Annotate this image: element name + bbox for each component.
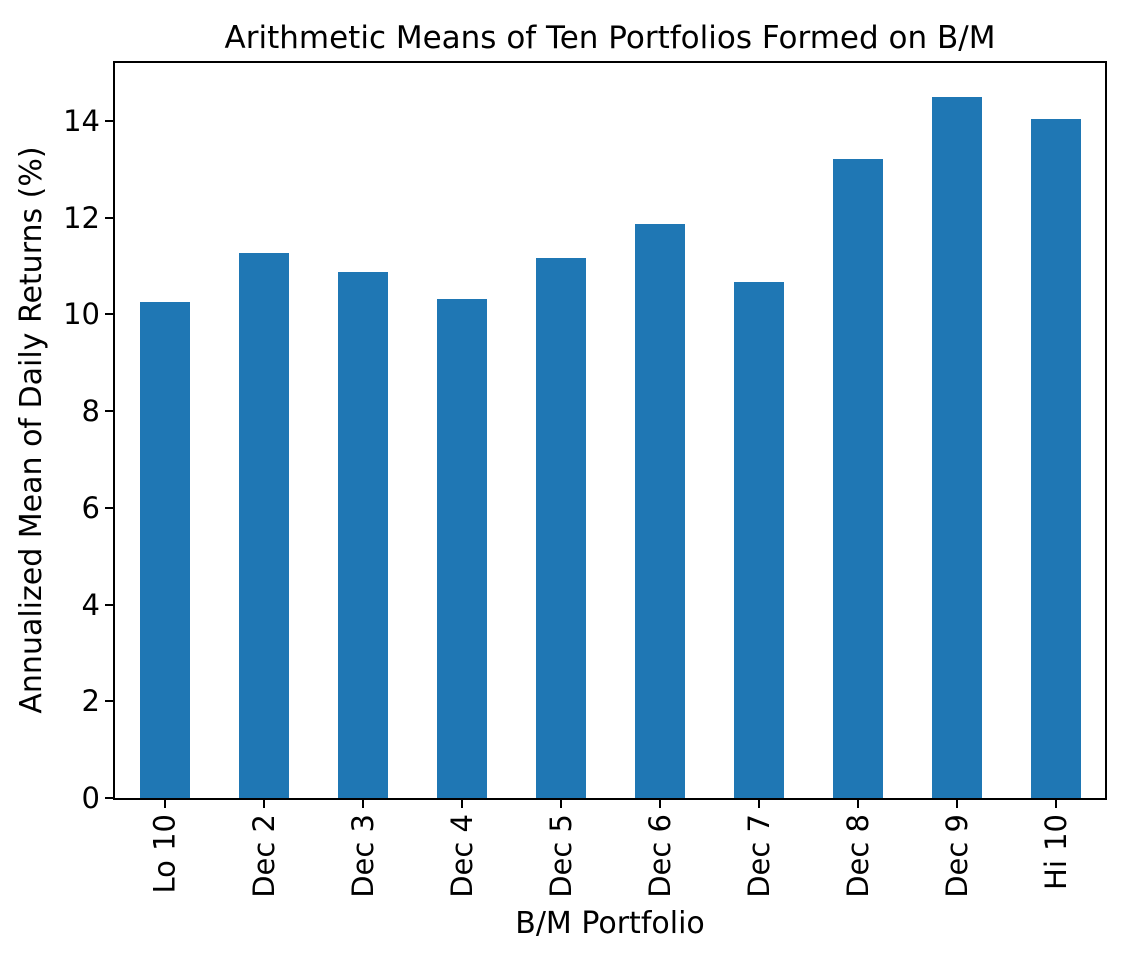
y-tick-label: 12 [63,200,100,235]
y-tick-label: 6 [81,490,100,525]
x-tick-mark [955,800,958,808]
x-tick-mark [658,800,661,808]
x-axis-label: B/M Portfolio [515,906,705,941]
x-tick-label-text: Dec 9 [939,814,974,898]
y-tick-label: 10 [63,297,100,332]
y-tick-mark [105,700,113,703]
x-tick-mark [757,800,760,808]
y-tick-mark [105,506,113,509]
y-tick-label: 0 [81,781,100,815]
y-tick-mark [105,120,113,123]
bar-dec-6 [634,223,685,798]
y-tick-label: 4 [81,587,100,622]
y-tick-mark [105,313,113,316]
y-tick-label: 2 [81,684,100,719]
x-tick-label-text: Dec 3 [345,814,380,898]
x-tick-mark [163,800,166,808]
bar-hi-10 [1030,119,1081,798]
x-tick-mark [856,800,859,808]
bar-dec-7 [733,282,784,798]
bar-dec-4 [436,298,487,798]
x-tick-label-text: Lo 10 [147,814,182,894]
y-tick-label: 14 [63,104,100,139]
chart-title: Arithmetic Means of Ten Portfolios Forme… [224,20,996,56]
bar-dec-5 [535,257,586,798]
x-tick-mark [361,800,364,808]
x-tick-label-text: Dec 5 [543,814,578,898]
bar-dec-2 [238,253,289,798]
bar-lo-10 [139,302,190,798]
x-tick-label-text: Dec 2 [246,814,281,898]
plot-area [113,61,1107,800]
x-tick-mark [262,800,265,808]
y-tick-mark [105,797,113,799]
x-tick-label-text: Dec 8 [840,814,875,898]
y-tick-label: 8 [81,394,100,429]
bar-dec-3 [337,272,388,798]
y-tick-mark [105,603,113,606]
x-tick-label-text: Dec 4 [444,814,479,898]
y-tick-mark [105,216,113,219]
x-tick-label-text: Hi 10 [1038,814,1073,890]
x-tick-mark [1054,800,1057,808]
x-tick-label-text: Dec 7 [741,814,776,898]
bar-dec-8 [832,159,883,798]
x-tick-mark [460,800,463,808]
x-tick-mark [559,800,562,808]
x-tick-label-text: Dec 6 [642,814,677,898]
y-tick-mark [105,410,113,413]
bar-dec-9 [931,96,982,798]
